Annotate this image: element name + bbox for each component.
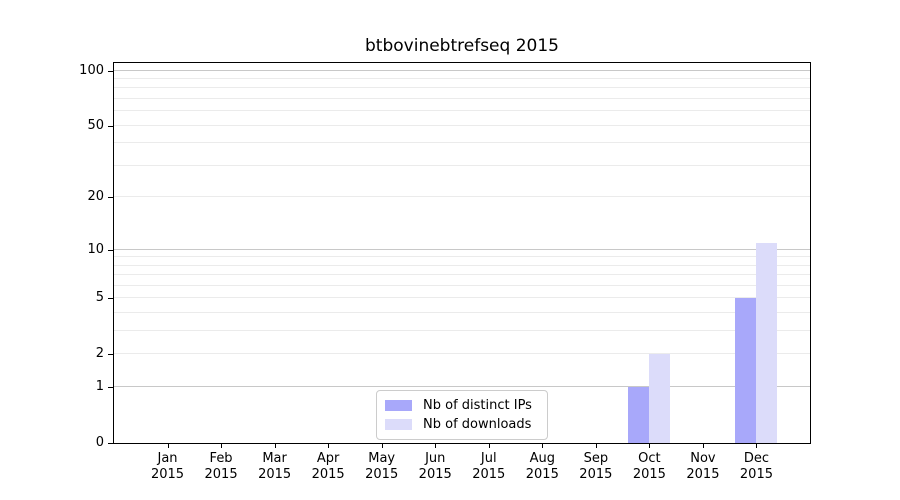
x-tick-year-jul: 2015: [472, 467, 506, 482]
x-tick-label-may: May 2015: [342, 451, 422, 483]
x-tick-label-sep: Sep 2015: [556, 451, 636, 483]
y-tick-mark-20: [108, 197, 113, 199]
x-tick-year-oct: 2015: [632, 467, 666, 482]
legend-label-downloads: Nb of downloads: [423, 417, 532, 432]
gridline-40: [114, 142, 810, 144]
x-tick-label-jan: Jan 2015: [128, 451, 208, 483]
gridline-80: [114, 87, 810, 89]
legend-swatch-downloads: [385, 419, 412, 430]
x-tick-label-dec: Dec 2015: [716, 451, 796, 483]
x-tick-month-aug: Aug: [529, 451, 555, 466]
chart-title: btbovinebtrefseq 2015: [365, 36, 559, 56]
x-tick-label-nov: Nov 2015: [663, 451, 743, 483]
legend-row-downloads: Nb of downloads: [385, 415, 538, 434]
y-tick-mark-5: [108, 298, 113, 300]
x-tick-mark-oct: [649, 444, 651, 448]
gridline-1: [114, 386, 810, 388]
x-tick-year-jan: 2015: [150, 467, 185, 482]
x-tick-year-may: 2015: [365, 467, 399, 482]
x-tick-year-sep: 2015: [579, 467, 613, 482]
x-tick-month-dec: Dec: [743, 451, 770, 466]
gridline-2: [114, 353, 810, 355]
legend: Nb of distinct IPs Nb of downloads: [376, 390, 548, 440]
x-tick-mark-apr: [328, 444, 330, 448]
y-tick-label-10: 10: [87, 241, 104, 257]
x-tick-month-jan: Jan: [157, 451, 178, 466]
gridline-8: [114, 264, 810, 266]
y-tick-label-50: 50: [87, 117, 104, 133]
x-tick-year-jun: 2015: [418, 467, 452, 482]
gridline-4: [114, 312, 810, 314]
gridline-20: [114, 196, 810, 198]
x-tick-mark-dec: [756, 444, 758, 448]
y-tick-mark-2: [108, 354, 113, 356]
y-tick-label-20: 20: [87, 189, 104, 205]
bar-distinct-ips-oct: [628, 387, 650, 443]
y-tick-mark-10: [108, 249, 113, 251]
gridline-70: [114, 98, 810, 100]
x-tick-year-mar: 2015: [258, 467, 292, 482]
legend-swatch-distinct-ips: [385, 400, 412, 411]
y-tick-label-100: 100: [79, 62, 104, 78]
x-tick-label-apr: Apr 2015: [288, 451, 368, 483]
x-tick-mark-mar: [274, 444, 276, 448]
y-tick-mark-1: [108, 387, 113, 389]
gridline-50: [114, 124, 810, 126]
y-tick-label-5: 5: [95, 290, 104, 306]
gridline-9: [114, 256, 810, 258]
gridline-3: [114, 330, 810, 332]
gridline-90: [114, 78, 810, 80]
x-tick-mark-feb: [221, 444, 223, 448]
x-tick-month-feb: Feb: [209, 451, 233, 466]
legend-label-distinct-ips: Nb of distinct IPs: [423, 398, 532, 413]
x-tick-year-apr: 2015: [311, 467, 345, 482]
x-tick-month-may: May: [368, 451, 396, 466]
x-tick-year-dec: 2015: [739, 467, 773, 482]
x-tick-mark-jan: [167, 444, 169, 448]
plot-area: [113, 62, 811, 444]
x-tick-label-jul: Jul 2015: [449, 451, 529, 483]
bar-distinct-ips-dec: [735, 298, 757, 443]
x-tick-month-nov: Nov: [690, 451, 716, 466]
x-tick-label-jun: Jun 2015: [395, 451, 475, 483]
x-tick-mark-nov: [702, 444, 704, 448]
x-tick-year-nov: 2015: [686, 467, 720, 482]
gridline-6: [114, 285, 810, 286]
gridline-60: [114, 110, 810, 112]
x-tick-month-jul: Jul: [480, 451, 497, 466]
x-tick-mark-jun: [435, 444, 437, 448]
gridline-7: [114, 274, 810, 276]
x-tick-mark-jul: [488, 444, 490, 448]
x-tick-year-feb: 2015: [204, 467, 238, 482]
y-tick-label-0: 0: [95, 435, 104, 450]
gridline-5: [114, 297, 810, 299]
x-tick-month-jun: Jun: [425, 451, 446, 466]
gridline-10: [114, 248, 810, 250]
y-tick-mark-50: [108, 125, 113, 127]
x-tick-label-aug: Aug 2015: [502, 451, 582, 483]
x-tick-year-aug: 2015: [525, 467, 559, 482]
x-tick-month-mar: Mar: [262, 451, 287, 466]
bar-downloads-oct: [649, 354, 671, 443]
gridline-100: [114, 69, 810, 71]
y-tick-mark-0: [108, 443, 113, 444]
x-tick-month-sep: Sep: [583, 451, 609, 466]
x-tick-month-oct: Oct: [638, 451, 661, 466]
x-tick-month-apr: Apr: [316, 451, 340, 466]
x-tick-label-oct: Oct 2015: [609, 451, 689, 483]
legend-row-distinct-ips: Nb of distinct IPs: [385, 396, 538, 415]
bar-downloads-dec: [756, 242, 778, 443]
y-tick-mark-100: [108, 70, 113, 72]
y-tick-label-1: 1: [95, 379, 104, 395]
x-tick-mark-sep: [595, 444, 597, 448]
gridline-30: [114, 164, 810, 166]
x-tick-label-feb: Feb 2015: [181, 451, 261, 483]
y-tick-label-2: 2: [95, 346, 104, 362]
x-tick-mark-may: [381, 444, 383, 448]
x-tick-mark-aug: [542, 444, 544, 448]
x-tick-label-mar: Mar 2015: [235, 451, 315, 483]
